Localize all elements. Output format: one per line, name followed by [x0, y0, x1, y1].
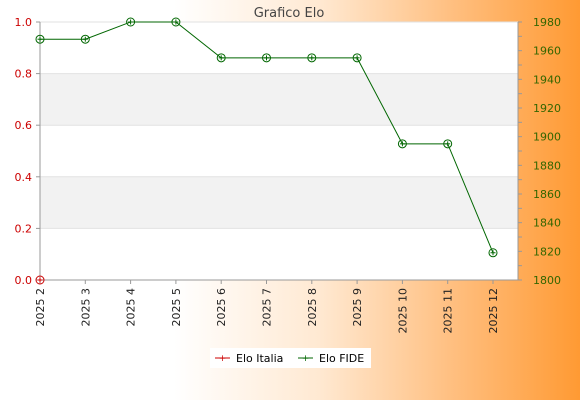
left-tick-label: 1.0	[15, 16, 33, 29]
series-layer	[35, 17, 498, 285]
legend: + Elo Italia + Elo FIDE	[210, 348, 371, 368]
plot-area	[40, 22, 518, 280]
x-tick-label: 2025 11	[442, 288, 455, 334]
right-tick-label: 1860	[533, 188, 561, 201]
grid	[40, 21, 518, 281]
left-tick-label: 0.4	[15, 171, 33, 184]
right-tick-label: 1840	[533, 217, 561, 230]
legend-marker-elo-italia: +	[219, 354, 227, 364]
plot-background	[40, 22, 518, 280]
x-tick-label: 2025 3	[79, 288, 92, 327]
data-point	[443, 139, 453, 149]
data-point	[262, 53, 271, 63]
left-tick-label: 0.8	[15, 68, 33, 81]
data-point	[35, 275, 45, 285]
left-tick-label: 0.0	[15, 274, 33, 287]
right-tick-label: 1800	[533, 274, 561, 287]
chart-title: Grafico Elo	[254, 6, 325, 21]
right-tick-label: 1820	[533, 245, 561, 258]
data-point	[35, 34, 45, 44]
axes: 0.0 0.2 0.4 0.6 0.8 1.0 1800 1820 1840 1860 1880 19…	[15, 16, 562, 334]
right-tick-label: 1960	[533, 45, 561, 58]
x-tick-label: 2025 6	[215, 288, 228, 327]
grid-band-1	[40, 176, 518, 229]
left-tick-label: 0.2	[15, 222, 33, 235]
x-tick-label: 2025 8	[306, 288, 319, 327]
x-tick-label: 2025 10	[396, 288, 409, 334]
x-tick-label: 2025 7	[261, 288, 274, 327]
x-tick-label: 2025 5	[170, 288, 183, 327]
data-point	[352, 53, 362, 63]
left-tick-label: 0.6	[15, 119, 33, 132]
right-tick-label: 1900	[533, 131, 561, 144]
data-point	[307, 53, 317, 63]
right-tick-label: 1940	[533, 73, 561, 86]
right-tick-label: 1920	[533, 102, 561, 115]
data-point	[488, 248, 498, 258]
data-point	[397, 139, 407, 149]
x-tick-label: 2025 9	[351, 288, 364, 327]
legend-label-elo-fide: Elo FIDE	[319, 352, 364, 365]
data-point	[80, 34, 90, 44]
data-point	[216, 53, 226, 63]
right-tick-label: 1980	[533, 16, 561, 29]
x-tick-label: 2025 4	[125, 288, 138, 327]
grid-band-0	[40, 73, 518, 126]
legend-marker-elo-fide: +	[302, 354, 310, 364]
data-point	[126, 17, 136, 27]
right-tick-label: 1880	[533, 159, 561, 172]
x-tick-label: 2025 12	[487, 288, 500, 334]
legend-box	[210, 348, 371, 368]
x-tick-label: 2025 2	[34, 288, 47, 327]
legend-label-elo-italia: Elo Italia	[236, 352, 283, 365]
data-point	[171, 17, 181, 27]
